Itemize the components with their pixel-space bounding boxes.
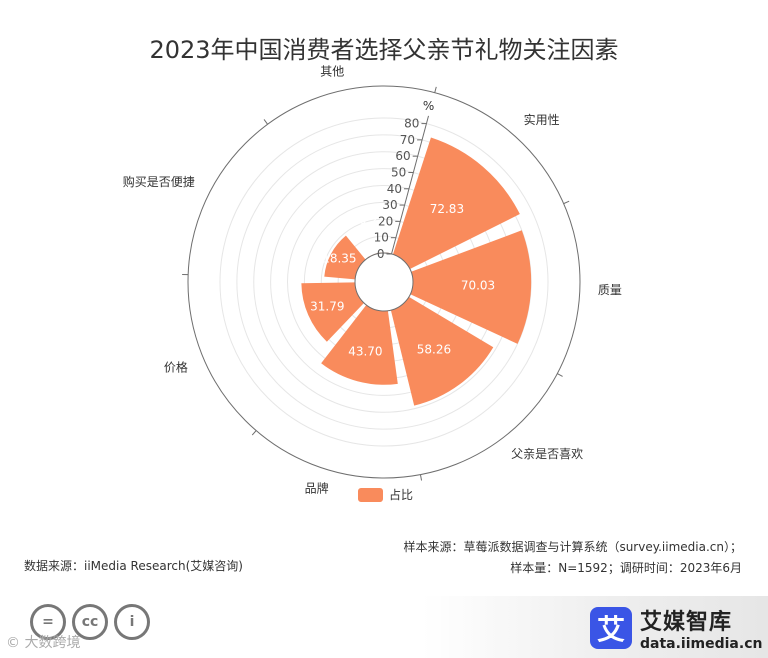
- radial-tick-label: 50: [391, 165, 406, 179]
- angle-tick: [263, 119, 269, 125]
- angle-tick: [563, 200, 570, 205]
- watermark: © 大数跨境: [6, 635, 81, 651]
- outer-ring: [187, 85, 581, 479]
- value-label: 70.03: [461, 279, 495, 293]
- legend[interactable]: 占比: [358, 486, 413, 503]
- radial-tick-label: 60: [395, 149, 410, 163]
- grid-ring: [219, 117, 549, 447]
- category-label: 父亲是否喜欢: [511, 446, 583, 461]
- bar-sector: [392, 137, 520, 270]
- radial-tick-label: 10: [374, 231, 389, 245]
- sample-info: 样本来源：草莓派数据调查与计算系统（survey.iimedia.cn）； 样本…: [403, 537, 742, 579]
- radial-tick-label: 80: [404, 117, 419, 131]
- creative-commons-icon: cc: [72, 604, 108, 640]
- license-icons: = cc i: [30, 604, 150, 640]
- bar-sector: [410, 230, 532, 344]
- sample-source: 样本来源：草莓派数据调查与计算系统（survey.iimedia.cn）；: [403, 540, 742, 554]
- category-label: 实用性: [524, 112, 560, 127]
- polar-bar-chart: 72.83 实用性 70.03 质量 58.26 父亲是否喜欢 43.70 品牌 31.79 价格…: [123, 65, 622, 496]
- radial-tick-label: 0: [377, 247, 385, 261]
- category-label: 其他: [320, 65, 344, 79]
- radial-tick-label: 20: [378, 214, 393, 228]
- angle-tick: [251, 430, 257, 436]
- brand-logo-icon: 艾: [590, 607, 632, 649]
- value-label: 72.83: [430, 202, 464, 216]
- category-label: 质量: [598, 283, 622, 297]
- value-label: 43.70: [348, 344, 382, 358]
- brand-name: 艾媒智库: [640, 610, 733, 635]
- value-label: 0.28: [359, 213, 386, 227]
- angle-tick: [557, 373, 563, 377]
- value-label: 58.26: [417, 343, 451, 357]
- bar-sector: [321, 304, 398, 385]
- category-label: 购买是否便捷: [123, 174, 195, 189]
- bar-sector: [324, 235, 366, 280]
- brand-url: data.iimedia.cn: [640, 636, 763, 652]
- legend-swatch: [358, 487, 383, 502]
- chart-title: 2023年中国消费者选择父亲节礼物关注因素: [149, 36, 619, 64]
- angle-tick: [419, 474, 423, 481]
- value-label: 31.79: [310, 300, 344, 314]
- sample-size: 样本量：N=1592；调研时间：2023年6月: [510, 561, 742, 575]
- radial-axis: [391, 115, 429, 255]
- angle-tick: [434, 86, 437, 93]
- radial-tick-label: 40: [387, 182, 402, 196]
- inner-circle: [354, 252, 414, 312]
- no-derivatives-icon: =: [30, 604, 66, 640]
- bar-sector: [390, 296, 494, 406]
- attribution-icon: i: [114, 604, 150, 640]
- legend-label: 占比: [389, 488, 414, 502]
- category-label: 价格: [164, 360, 188, 375]
- value-label: 18.35: [322, 251, 356, 265]
- radial-tick-label: 30: [382, 198, 397, 212]
- brand[interactable]: 艾 艾媒智库 data.iimedia.cn: [590, 604, 762, 652]
- bar-sector: [301, 282, 364, 342]
- data-source: 数据来源：iiMedia Research(艾媒咨询): [24, 559, 243, 573]
- radial-tick-label: 70: [400, 133, 415, 147]
- unit-label: %: [423, 99, 434, 113]
- category-label: 品牌: [305, 482, 329, 496]
